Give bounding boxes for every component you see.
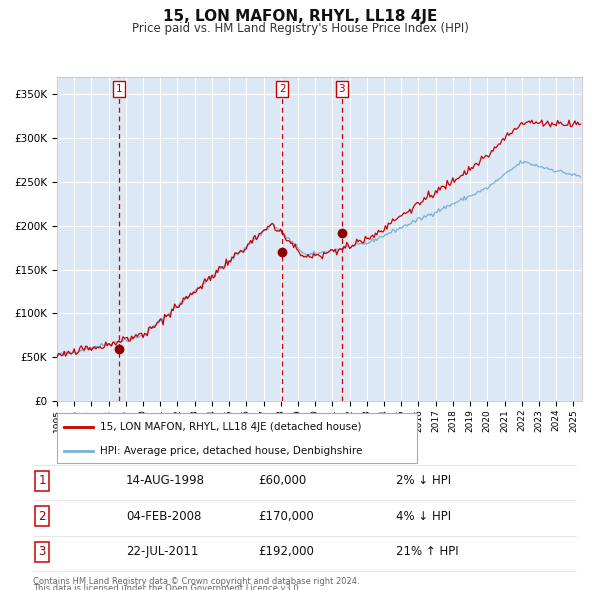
FancyBboxPatch shape: [57, 413, 417, 463]
Text: HPI: Average price, detached house, Denbighshire: HPI: Average price, detached house, Denb…: [100, 445, 362, 455]
Text: £60,000: £60,000: [258, 474, 306, 487]
Text: 15, LON MAFON, RHYL, LL18 4JE (detached house): 15, LON MAFON, RHYL, LL18 4JE (detached …: [100, 422, 362, 432]
Text: 4% ↓ HPI: 4% ↓ HPI: [396, 510, 451, 523]
Text: 1: 1: [116, 84, 122, 94]
Text: 22-JUL-2011: 22-JUL-2011: [126, 545, 199, 558]
Text: £192,000: £192,000: [258, 545, 314, 558]
Text: 14-AUG-1998: 14-AUG-1998: [126, 474, 205, 487]
Text: 2: 2: [38, 510, 46, 523]
Text: 1: 1: [38, 474, 46, 487]
Text: Price paid vs. HM Land Registry's House Price Index (HPI): Price paid vs. HM Land Registry's House …: [131, 22, 469, 35]
Text: 2% ↓ HPI: 2% ↓ HPI: [396, 474, 451, 487]
Text: 21% ↑ HPI: 21% ↑ HPI: [396, 545, 458, 558]
Text: 3: 3: [38, 545, 46, 558]
Text: Contains HM Land Registry data © Crown copyright and database right 2024.: Contains HM Land Registry data © Crown c…: [33, 577, 359, 586]
Text: 15, LON MAFON, RHYL, LL18 4JE: 15, LON MAFON, RHYL, LL18 4JE: [163, 9, 437, 24]
Text: This data is licensed under the Open Government Licence v3.0.: This data is licensed under the Open Gov…: [33, 584, 301, 590]
Text: 3: 3: [338, 84, 345, 94]
Text: 2: 2: [279, 84, 286, 94]
Text: 04-FEB-2008: 04-FEB-2008: [126, 510, 202, 523]
Text: £170,000: £170,000: [258, 510, 314, 523]
